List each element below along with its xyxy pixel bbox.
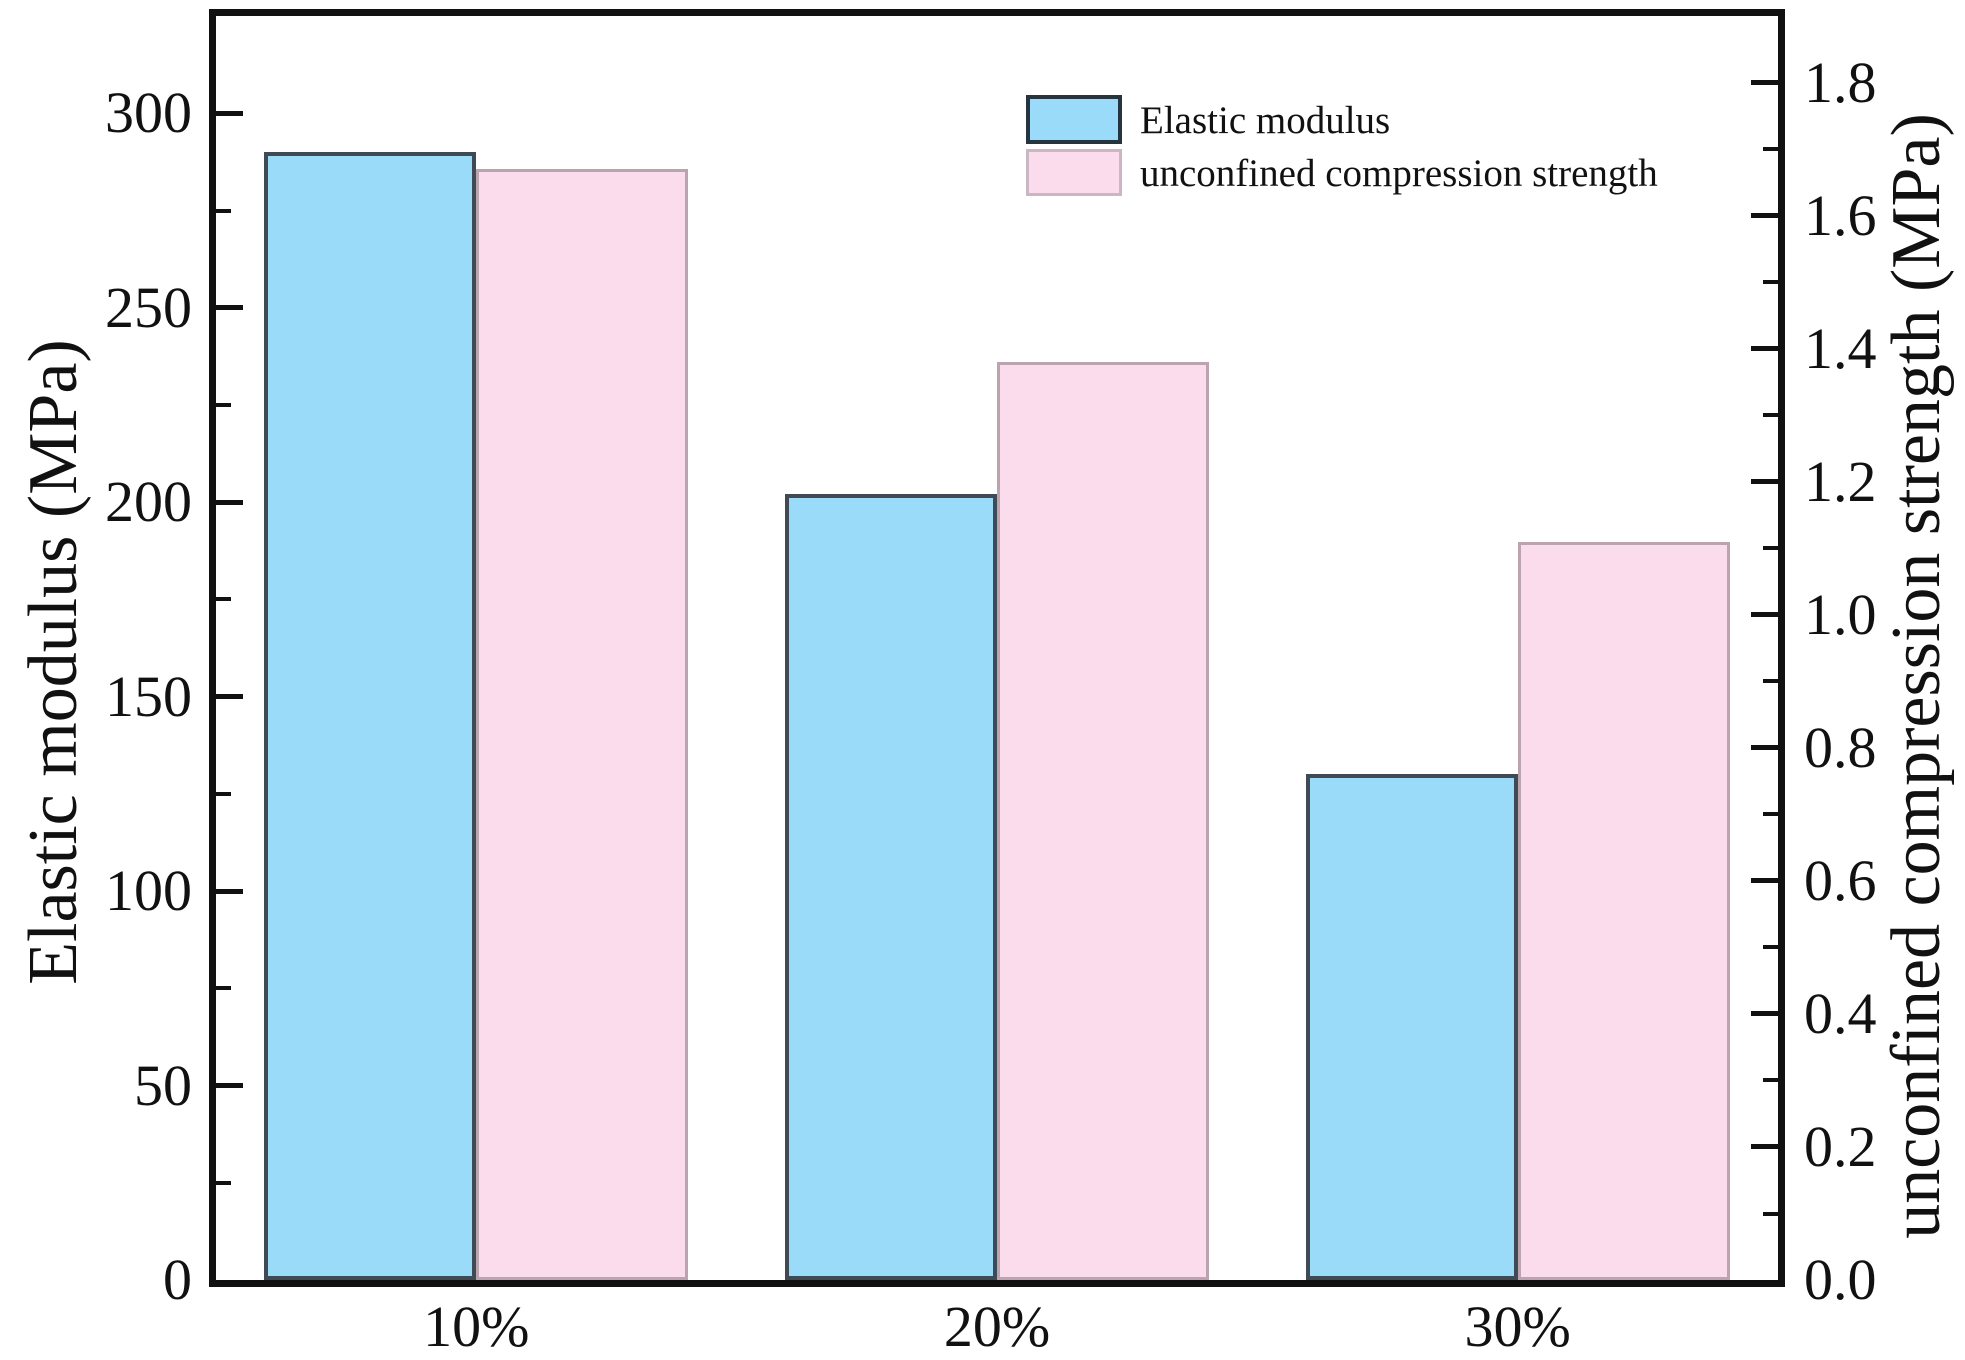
x-tick-label-30%: 30% bbox=[1464, 1294, 1571, 1359]
right-tick-label-1.6: 1.6 bbox=[1804, 182, 1877, 248]
bar-elastic-modulus-30% bbox=[1305, 774, 1518, 1280]
legend-label-unconfined-compression-strength: unconfined compression strength bbox=[1140, 152, 1658, 195]
left-axis-minor-tick bbox=[216, 208, 231, 213]
plot-area bbox=[216, 16, 1778, 1280]
bar-unconfined-compression-strength-20% bbox=[997, 361, 1209, 1280]
left-tick-label-300: 300 bbox=[105, 80, 192, 146]
x-tick-label-20%: 20% bbox=[943, 1294, 1051, 1359]
left-tick-label-200: 200 bbox=[105, 469, 192, 535]
bar-unconfined-compression-strength-10% bbox=[476, 169, 689, 1280]
right-tick-label-1.0: 1.0 bbox=[1804, 581, 1877, 647]
legend-label-elastic-modulus: Elastic modulus bbox=[1140, 99, 1391, 142]
left-axis-minor-tick bbox=[216, 986, 231, 991]
legend-swatch-elastic-modulus bbox=[1026, 95, 1122, 144]
bar-unconfined-compression-strength-30% bbox=[1517, 541, 1730, 1280]
right-axis-title: unconfined compression strength (MPa) bbox=[1878, 113, 1955, 1239]
right-tick-label-1.8: 1.8 bbox=[1804, 49, 1877, 115]
bar-elastic-modulus-20% bbox=[785, 494, 997, 1280]
left-axis-minor-tick bbox=[216, 1180, 231, 1185]
right-axis-major-tick bbox=[1751, 346, 1778, 352]
right-axis-minor-tick bbox=[1763, 945, 1778, 950]
left-tick-label-100: 100 bbox=[105, 858, 192, 924]
bar-elastic-modulus-10% bbox=[264, 152, 477, 1280]
left-axis-major-tick bbox=[216, 499, 243, 505]
right-axis-minor-tick bbox=[1763, 1211, 1778, 1216]
left-tick-label-0: 0 bbox=[163, 1247, 192, 1312]
right-axis-minor-tick bbox=[1763, 413, 1778, 418]
left-axis-major-tick bbox=[216, 305, 243, 311]
right-tick-label-1.2: 1.2 bbox=[1804, 448, 1877, 514]
x-tick-label-10%: 10% bbox=[423, 1294, 530, 1359]
right-axis-major-tick bbox=[1751, 479, 1778, 485]
left-axis-minor-tick bbox=[216, 597, 231, 602]
right-axis-major-tick bbox=[1751, 1144, 1778, 1150]
plot-frame bbox=[209, 9, 1785, 1287]
right-tick-label-0.6: 0.6 bbox=[1804, 847, 1877, 913]
left-axis-major-tick bbox=[216, 110, 243, 116]
right-axis-major-tick bbox=[1751, 1011, 1778, 1017]
right-axis-minor-tick bbox=[1763, 280, 1778, 285]
right-axis-minor-tick bbox=[1763, 147, 1778, 152]
right-tick-label-0.4: 0.4 bbox=[1804, 980, 1877, 1046]
right-tick-label-1.4: 1.4 bbox=[1804, 315, 1877, 381]
right-axis-minor-tick bbox=[1763, 1078, 1778, 1083]
right-axis-major-tick bbox=[1751, 878, 1778, 884]
right-axis-minor-tick bbox=[1763, 679, 1778, 684]
right-tick-label-0.2: 0.2 bbox=[1804, 1113, 1877, 1179]
left-axis-minor-tick bbox=[216, 791, 231, 796]
legend-swatch-unconfined-compression-strength bbox=[1026, 149, 1122, 196]
left-axis-major-tick bbox=[216, 888, 243, 894]
right-axis-minor-tick bbox=[1763, 546, 1778, 551]
right-axis-major-tick bbox=[1751, 745, 1778, 751]
left-axis-major-tick bbox=[216, 694, 243, 700]
left-tick-label-250: 250 bbox=[105, 274, 192, 340]
right-axis-minor-tick bbox=[1763, 812, 1778, 817]
left-tick-label-150: 150 bbox=[105, 663, 192, 729]
left-axis-minor-tick bbox=[216, 402, 231, 407]
right-axis-major-tick bbox=[1751, 213, 1778, 219]
right-tick-label-0.0: 0.0 bbox=[1804, 1247, 1877, 1312]
right-axis-major-tick bbox=[1751, 612, 1778, 618]
right-axis-major-tick bbox=[1751, 80, 1778, 85]
right-tick-label-0.8: 0.8 bbox=[1804, 714, 1877, 780]
left-axis-major-tick bbox=[216, 1083, 243, 1088]
left-tick-label-50: 50 bbox=[134, 1052, 192, 1118]
